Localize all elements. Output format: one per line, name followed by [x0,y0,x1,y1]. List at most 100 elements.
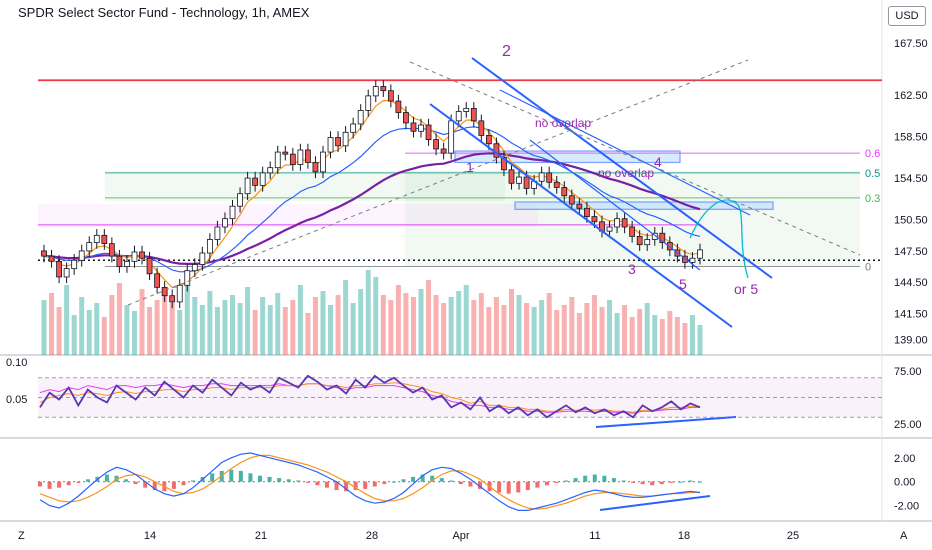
auto-scale-button[interactable]: A [900,530,908,542]
price-candle [463,107,470,112]
price-candle [636,235,643,246]
trend-drawings [127,57,861,511]
moving-averages [43,99,701,289]
price-candle [259,172,266,186]
price-candle [583,207,590,217]
macd-histogram-bar [363,481,368,489]
wave-label: no overlap [598,166,654,180]
macd-histogram-bar [602,475,607,482]
price-candle [63,268,70,278]
volume-bar [471,300,477,355]
price-candle [425,124,432,140]
macd-histogram-bar [478,481,482,489]
price-candle [350,123,357,133]
price-candle [659,232,666,244]
volume-bar [607,300,613,355]
price-candle [289,153,296,165]
volume-bar [591,295,597,355]
oscillator-left-tick: 0.10 [6,357,27,369]
price-candle [380,86,387,92]
price-candle [282,151,289,155]
macd-histogram-bar [468,481,473,487]
macd-histogram-bar [315,481,320,486]
wave-label: 1 [466,159,474,175]
volume-bar [516,295,522,355]
volume-bar [373,277,379,355]
volume-bar [116,283,122,355]
no-overlap-box [514,201,774,210]
ma-slow-line [43,152,701,265]
volume-bar [659,319,665,355]
price-candle [561,187,568,197]
volume-bar [94,303,100,355]
macd-histogram-bar [525,481,530,491]
volume-bar [267,305,273,355]
oscillator-right-tick: 25.00 [894,419,922,431]
price-tick-label: 167.50 [894,38,928,50]
macd-histogram-bar [57,481,62,488]
price-candle [191,264,198,272]
macd-histogram-bar [124,479,129,482]
price-candle [523,176,530,189]
time-tick-label: 28 [366,530,378,542]
macd-line [39,452,701,511]
macd-histogram-bar [688,480,693,482]
annotations: 0.6 0.5 0.3 0 2 1 3 4 5 no overlap no overlap or 5 [466,43,880,297]
volume-bar [169,303,175,355]
oscillator-main-line [39,374,701,419]
macd-histogram-bar [631,481,636,483]
macd-histogram-bar [430,475,435,482]
volume-bar [508,289,514,355]
wave-label: 2 [502,43,511,60]
oscillator-pane: 0.10 0.05 75.00 25.00 [6,357,922,431]
volume-bar [501,305,507,355]
volume-bar [192,297,198,355]
volume-bar [222,300,228,355]
volume-bar [599,307,605,355]
price-candle [621,218,628,228]
macd-histogram-bar [535,481,540,488]
price-candles [41,80,703,309]
macd-histogram-bar [191,480,196,482]
time-tick-label: 11 [589,530,600,542]
price-candle [546,172,553,183]
time-axis: 14 21 28 Apr 11 18 25 [144,530,799,542]
price-candle [365,95,372,111]
price-candle [651,232,658,240]
price-candle [154,273,161,288]
volume-bar [486,307,492,355]
price-tick-label: 144.50 [894,277,928,289]
wave-label: 5 [679,276,687,292]
price-candle [161,286,168,297]
fib-level-label: 0.3 [865,193,880,205]
price-candle [48,255,55,262]
price-tick-label: 139.00 [894,334,928,346]
volume-bar [546,293,552,355]
currency-button[interactable]: USD [888,6,926,26]
volume-bar [622,305,628,355]
no-overlap-box [454,150,681,164]
price-candle [139,251,145,259]
channel-inner-line [529,139,701,271]
macd-histogram-bar [277,478,282,482]
fib-zone [105,170,505,201]
price-candle [108,243,115,257]
volume-bar [426,280,432,355]
price-candle [682,255,688,263]
oscillator-left-tick: 0.05 [6,394,27,406]
price-candle [606,226,613,232]
volume-bar [282,307,288,355]
macd-histogram-bar [678,481,683,483]
zoom-reset-button[interactable]: Z [18,530,25,542]
volume-bar [147,307,153,355]
price-tick-label: 141.50 [894,308,928,320]
time-tick-label: Apr [452,530,469,542]
macd-histogram-bar [659,481,664,485]
price-candle [214,226,221,240]
price-candle [229,205,236,220]
oscillator-right-tick: 75.00 [894,366,922,378]
macd-histogram-bar [258,475,262,482]
macd-histogram-bar [698,481,702,483]
channel-upper-line [471,57,773,279]
